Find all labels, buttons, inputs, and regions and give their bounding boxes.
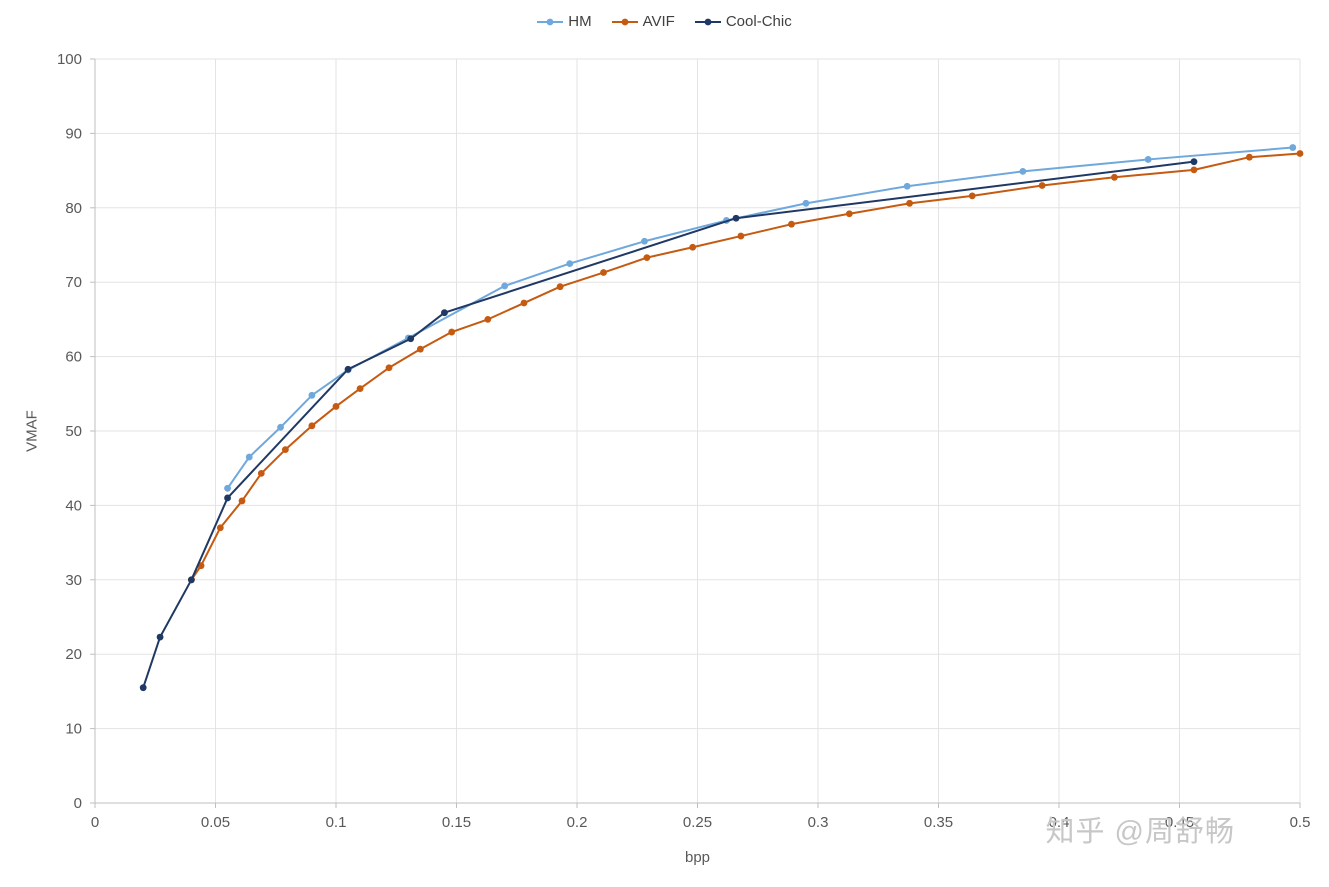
data-point-avif <box>448 328 456 336</box>
data-point-avif <box>1245 153 1253 161</box>
y-axis-title: VMAF <box>23 410 41 452</box>
data-point-avif <box>281 446 289 453</box>
data-point-cool-chic <box>1190 158 1198 166</box>
y-tick-label: 60 <box>65 349 82 366</box>
data-point-cool-chic <box>407 335 415 343</box>
legend-label-hm: HM <box>568 13 592 30</box>
x-tick-label: 0.3 <box>808 814 829 831</box>
series-line-hm <box>226 146 1293 489</box>
legend-label-avif: AVIF <box>642 13 675 30</box>
x-axis-title: bpp <box>684 849 711 866</box>
data-point-cool-chic <box>156 633 164 641</box>
y-tick-label: 50 <box>65 423 82 440</box>
data-point-avif <box>356 385 364 392</box>
legend-marker-hm <box>537 18 564 25</box>
y-tick-label: 70 <box>65 274 82 291</box>
series-line-cool-chic <box>142 160 1195 688</box>
x-tick-label: 0.45 <box>1165 814 1194 831</box>
data-point-hm <box>308 391 316 399</box>
data-point-hm <box>224 484 231 492</box>
legend-item-hm: HM <box>537 13 592 30</box>
data-point-cool-chic <box>224 494 231 502</box>
data-point-avif <box>1190 166 1198 174</box>
data-point-avif <box>737 232 745 240</box>
data-point-avif <box>689 243 697 251</box>
watermark-text: 知乎 @周舒畅 <box>1045 816 1235 848</box>
data-point-avif <box>238 497 246 505</box>
data-point-hm <box>277 423 284 431</box>
legend-item-cool-chic: Cool-Chic <box>694 13 792 30</box>
x-tick-label: 0.35 <box>924 814 953 831</box>
data-point-avif <box>416 345 424 353</box>
legend-marker-dot <box>704 18 712 25</box>
data-point-cool-chic <box>139 684 147 692</box>
x-tick-label: 0.2 <box>567 814 588 831</box>
data-point-avif <box>216 524 224 532</box>
x-tick-label: 0.5 <box>1290 814 1311 831</box>
legend-marker-dot <box>546 18 554 25</box>
y-tick-label: 80 <box>65 200 82 217</box>
series-line-avif <box>190 152 1301 581</box>
data-point-avif <box>1038 182 1046 189</box>
y-tick-label: 40 <box>65 497 82 514</box>
data-point-hm <box>1019 167 1027 175</box>
y-tick-label: 0 <box>74 795 82 812</box>
data-point-avif <box>845 210 853 218</box>
data-point-avif <box>1111 173 1118 181</box>
data-point-hm <box>566 260 574 267</box>
data-point-hm <box>501 282 509 290</box>
x-tick-label: 0.4 <box>1049 814 1070 831</box>
chart-legend: HM AVIF Cool-Chic <box>0 13 1329 30</box>
data-point-cool-chic <box>188 576 195 584</box>
y-tick-label: 10 <box>65 721 82 738</box>
y-tick-label: 100 <box>57 51 82 68</box>
x-tick-label: 0.25 <box>683 814 712 831</box>
data-point-hm <box>802 199 810 207</box>
y-tick-label: 90 <box>65 125 82 142</box>
data-point-cool-chic <box>732 214 740 222</box>
legend-marker-avif <box>611 18 638 25</box>
data-point-avif <box>1296 150 1304 157</box>
x-tick-label: 0.1 <box>326 814 347 831</box>
legend-label-cool-chic: Cool-Chic <box>725 13 792 30</box>
data-point-hm <box>903 182 911 190</box>
data-point-hm <box>1289 144 1297 151</box>
data-point-hm <box>1144 156 1152 163</box>
x-tick-label: 0 <box>91 814 99 831</box>
data-point-avif <box>556 283 564 291</box>
data-point-avif <box>385 364 393 372</box>
data-point-avif <box>600 269 607 276</box>
y-tick-label: 30 <box>65 572 82 589</box>
data-point-avif <box>308 422 316 430</box>
data-point-hm <box>245 453 253 461</box>
data-point-avif <box>332 403 340 410</box>
data-point-hm <box>641 237 648 245</box>
data-point-avif <box>520 299 528 307</box>
data-point-avif <box>484 316 492 323</box>
data-point-avif <box>257 470 265 477</box>
x-tick-label: 0.05 <box>201 814 230 831</box>
data-point-avif <box>906 199 913 207</box>
data-point-avif <box>788 220 795 228</box>
data-point-avif <box>643 254 651 262</box>
data-point-cool-chic <box>441 309 448 317</box>
legend-marker-dot <box>621 18 629 25</box>
legend-marker-cool-chic <box>694 18 721 25</box>
y-tick-label: 20 <box>65 646 82 663</box>
data-point-cool-chic <box>344 365 352 373</box>
data-point-avif <box>968 192 976 200</box>
legend-item-avif: AVIF <box>611 13 675 30</box>
x-tick-label: 0.15 <box>442 814 471 831</box>
